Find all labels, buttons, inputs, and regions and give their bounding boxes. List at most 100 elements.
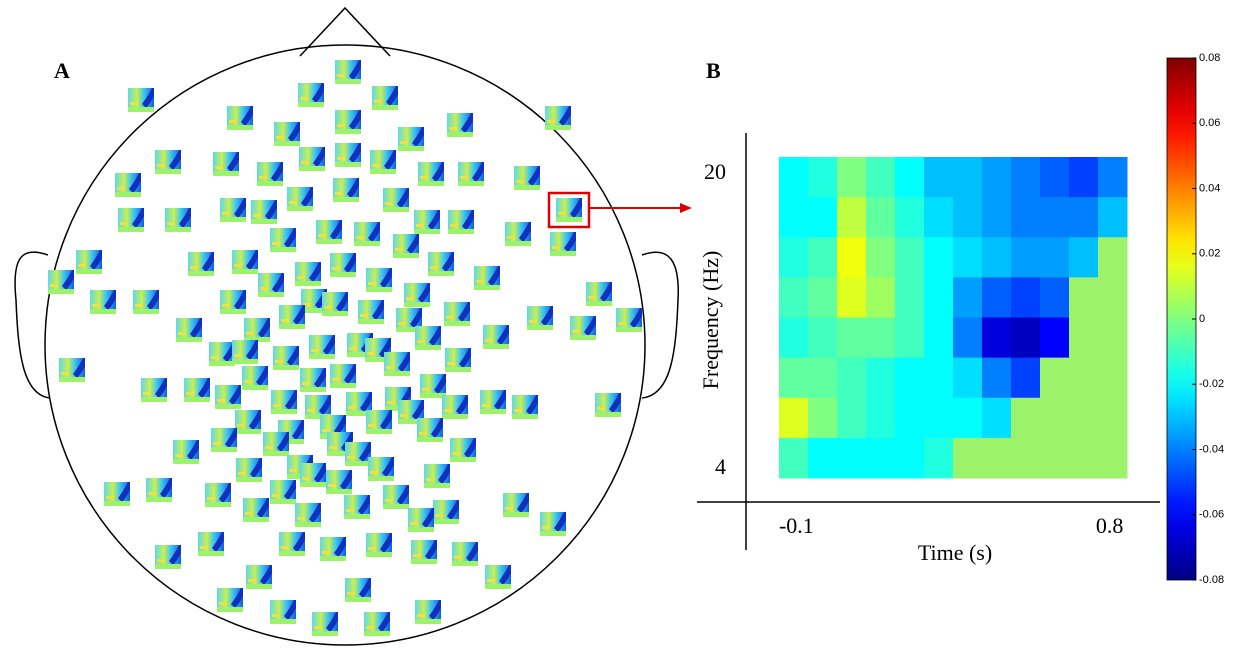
electrode-tile <box>345 442 371 466</box>
heatmap-cell <box>1040 277 1070 318</box>
electrode-tile <box>415 600 441 624</box>
electrode-tile <box>330 253 356 277</box>
electrode-tile <box>312 612 338 636</box>
electrode-tile <box>418 162 444 186</box>
electrode-tile <box>354 222 380 246</box>
electrode-tile <box>115 173 141 197</box>
electrode-tile <box>220 290 246 314</box>
electrode-tile <box>527 306 553 330</box>
heatmap-cell <box>982 277 1012 318</box>
electrode-tile <box>345 578 371 602</box>
electrode-tile <box>287 187 313 211</box>
electrode-tile <box>586 282 612 306</box>
heatmap-cell <box>1069 197 1099 238</box>
electrode-tile <box>300 368 326 392</box>
masked-cell <box>1098 317 1128 359</box>
colorbar-tick-label: 0.06 <box>1199 117 1220 129</box>
heatmap-cell <box>924 397 954 439</box>
heatmap-cell <box>779 437 809 479</box>
electrode-tile <box>217 588 243 612</box>
heatmap-cell <box>895 437 925 479</box>
electrode-tile <box>433 500 459 524</box>
electrode-tile <box>90 290 116 314</box>
masked-cell <box>1098 437 1128 479</box>
highlight-box <box>547 191 591 229</box>
electrode-tile <box>48 270 74 294</box>
heatmap-cell <box>866 357 896 399</box>
electrode-tile <box>227 106 253 130</box>
heatmap-cell <box>924 317 954 359</box>
heatmap-cell <box>982 397 1012 439</box>
electrode-tile <box>483 325 509 349</box>
heatmap-cell <box>779 157 809 198</box>
electrode-tile <box>411 540 437 564</box>
heatmap-cell <box>924 277 954 318</box>
heatmap-cell <box>808 157 838 198</box>
masked-cell <box>1098 397 1128 439</box>
heatmap-cell <box>924 197 954 238</box>
head-outline <box>14 6 679 646</box>
electrode-tile <box>211 428 237 452</box>
electrode-tile <box>205 483 231 507</box>
electrode-tile <box>505 222 531 246</box>
heatmap-cell <box>1011 277 1041 318</box>
electrode-tile <box>133 290 159 314</box>
colorbar-tick-label: -0.08 <box>1199 574 1224 586</box>
electrode-tile <box>616 308 642 332</box>
electrode-tile <box>128 88 154 112</box>
electrode-tile <box>368 457 394 481</box>
electrode-tile <box>366 268 392 292</box>
electrode-tile <box>165 208 191 232</box>
colorbar-tick-label: 0 <box>1199 313 1205 325</box>
heatmap-cell <box>837 437 867 479</box>
electrode-tile <box>298 83 324 107</box>
heatmap-cell <box>953 397 983 439</box>
electrode-tile <box>244 318 270 342</box>
electrode-tile <box>447 113 473 137</box>
electrode-tiles <box>48 60 642 636</box>
heatmap-cell <box>924 237 954 278</box>
heatmap-cell <box>953 157 983 198</box>
heatmap-cell <box>866 197 896 238</box>
heatmap-cell <box>866 437 896 479</box>
electrode-tile <box>404 283 430 307</box>
electrode-tile <box>188 252 214 276</box>
masked-cell <box>1040 357 1070 399</box>
electrode-tile <box>213 152 239 176</box>
masked-cell <box>982 437 1012 479</box>
heatmap-cell <box>837 357 867 399</box>
electrode-tile <box>155 150 181 174</box>
electrode-tile <box>366 533 392 557</box>
electrode-tile <box>242 366 268 390</box>
panel-label: B <box>706 58 721 83</box>
heatmap-cell <box>779 197 809 238</box>
electrode-tile <box>270 228 296 252</box>
panel-label: A <box>54 58 70 83</box>
heatmap-cell <box>895 197 925 238</box>
heatmap-cell <box>866 237 896 278</box>
electrode-tile <box>176 318 202 342</box>
heatmap-cell <box>837 237 867 278</box>
colorbar: 0.08 0.06 0.04 0.02 0 -0.02 -0.04 -0.06 -0.08 <box>1166 52 1224 586</box>
electrode-tile <box>445 348 471 372</box>
x-axis-label: Time (s) <box>918 540 992 565</box>
electrode-tile <box>209 342 235 366</box>
heatmap-cell <box>982 357 1012 399</box>
arrow-head <box>680 203 692 213</box>
heatmap <box>779 157 1128 479</box>
electrode-tile <box>300 463 326 487</box>
electrode-tile <box>570 316 596 340</box>
heatmap-cell <box>953 357 983 399</box>
electrode-tile <box>273 346 299 370</box>
heatmap-cell <box>808 397 838 439</box>
electrode-tile <box>299 147 325 171</box>
electrode-tile <box>474 266 500 290</box>
heatmap-cell <box>895 317 925 359</box>
electrode-tile <box>383 485 409 509</box>
masked-cell <box>1040 437 1070 479</box>
electrode-tile <box>295 503 321 527</box>
electrode-tile <box>514 166 540 190</box>
masked-cell <box>1011 437 1041 479</box>
colorbar-tick-label: -0.02 <box>1199 378 1224 390</box>
heatmap-cell <box>895 277 925 318</box>
